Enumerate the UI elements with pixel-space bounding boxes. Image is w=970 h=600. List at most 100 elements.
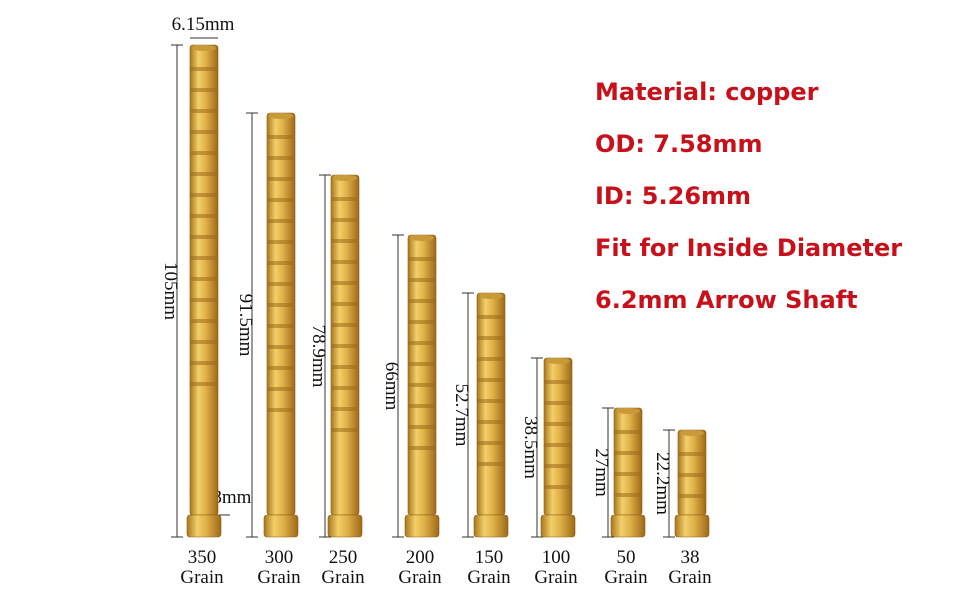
insert-top — [269, 113, 293, 119]
insert-top — [616, 408, 640, 414]
insert-ridge — [477, 462, 505, 466]
insert-ridge — [267, 408, 295, 412]
insert-body — [613, 407, 643, 516]
insert-ridge — [408, 446, 436, 450]
insert-ridge — [267, 156, 295, 160]
insert-ridge — [190, 172, 218, 176]
length-label: 27mm — [591, 448, 612, 497]
insert-ridge — [614, 451, 642, 455]
insert-top — [410, 235, 434, 241]
insert-ridge — [544, 422, 572, 426]
insert-ridge — [477, 399, 505, 403]
insert-ridge — [190, 214, 218, 218]
insert-base — [404, 514, 440, 538]
insert-ridge — [190, 298, 218, 302]
insert-ridge — [267, 387, 295, 391]
insert-base — [473, 514, 509, 538]
insert-ridge — [331, 239, 359, 243]
insert-ridge — [678, 473, 706, 477]
insert-ridge — [614, 472, 642, 476]
length-label: 52.7mm — [451, 384, 472, 447]
insert-ridge — [331, 407, 359, 411]
insert-top — [479, 293, 503, 299]
insert-ridge — [678, 494, 706, 498]
insert-body — [407, 234, 437, 516]
insert-base — [610, 514, 646, 538]
insert-ridge — [544, 401, 572, 405]
weight-label: 50 — [617, 547, 636, 568]
insert-ridge — [544, 485, 572, 489]
insert-body — [476, 292, 506, 516]
unit-label: Grain — [257, 567, 301, 588]
top-diameter-label: 6.15mm — [172, 14, 235, 35]
insert-ridge — [544, 380, 572, 384]
weight-label: 250 — [329, 547, 358, 568]
insert-base — [540, 514, 576, 538]
insert-ridge — [190, 88, 218, 92]
insert-ridge — [190, 382, 218, 386]
insert-ridge — [408, 362, 436, 366]
length-label: 38.5mm — [520, 416, 541, 479]
insert-ridge — [190, 235, 218, 239]
unit-label: Grain — [467, 567, 511, 588]
insert-ridge — [190, 109, 218, 113]
unit-label: Grain — [604, 567, 648, 588]
spec-line: Fit for Inside Diameter — [595, 234, 902, 262]
insert-top — [680, 430, 704, 436]
insert-ridge — [331, 428, 359, 432]
insert-ridge — [408, 404, 436, 408]
insert-ridge — [477, 378, 505, 382]
insert-ridge — [678, 452, 706, 456]
insert-base — [674, 514, 710, 538]
insert-ridge — [190, 151, 218, 155]
insert-ridge — [477, 357, 505, 361]
insert-ridge — [408, 320, 436, 324]
insert-ridge — [267, 345, 295, 349]
weight-label: 200 — [406, 547, 435, 568]
weight-label: 100 — [542, 547, 571, 568]
insert-ridge — [477, 336, 505, 340]
insert-ridge — [267, 282, 295, 286]
insert-ridge — [544, 464, 572, 468]
insert-ridge — [267, 219, 295, 223]
insert-ridge — [190, 193, 218, 197]
insert-ridge — [190, 361, 218, 365]
insert-ridge — [190, 130, 218, 134]
unit-label: Grain — [398, 567, 442, 588]
length-label: 22.2mm — [652, 452, 673, 515]
insert-body — [266, 112, 296, 516]
weight-label: 150 — [475, 547, 504, 568]
insert-ridge — [544, 443, 572, 447]
unit-label: Grain — [180, 567, 224, 588]
insert-base — [186, 514, 222, 538]
spec-line: 6.2mm Arrow Shaft — [595, 286, 858, 314]
weight-label: 350 — [188, 547, 217, 568]
insert-ridge — [477, 420, 505, 424]
length-label: 66mm — [381, 362, 402, 411]
insert-ridge — [267, 261, 295, 265]
insert-ridge — [190, 340, 218, 344]
insert-ridge — [267, 135, 295, 139]
length-label: 105mm — [160, 262, 181, 320]
insert-ridge — [331, 260, 359, 264]
insert-ridge — [267, 366, 295, 370]
insert-top — [192, 45, 216, 51]
insert-ridge — [408, 383, 436, 387]
insert-ridge — [331, 302, 359, 306]
insert-body — [677, 429, 707, 516]
insert-base — [263, 514, 299, 538]
insert-ridge — [331, 386, 359, 390]
insert-ridge — [190, 256, 218, 260]
insert-ridge — [267, 177, 295, 181]
insert-ridge — [190, 67, 218, 71]
insert-ridge — [408, 278, 436, 282]
insert-ridge — [331, 323, 359, 327]
spec-line: ID: 5.26mm — [595, 182, 751, 210]
insert-base — [327, 514, 363, 538]
spec-line: Material: copper — [595, 78, 819, 106]
insert-ridge — [614, 493, 642, 497]
unit-label: Grain — [321, 567, 365, 588]
weight-label: 300 — [265, 547, 294, 568]
insert-ridge — [614, 430, 642, 434]
